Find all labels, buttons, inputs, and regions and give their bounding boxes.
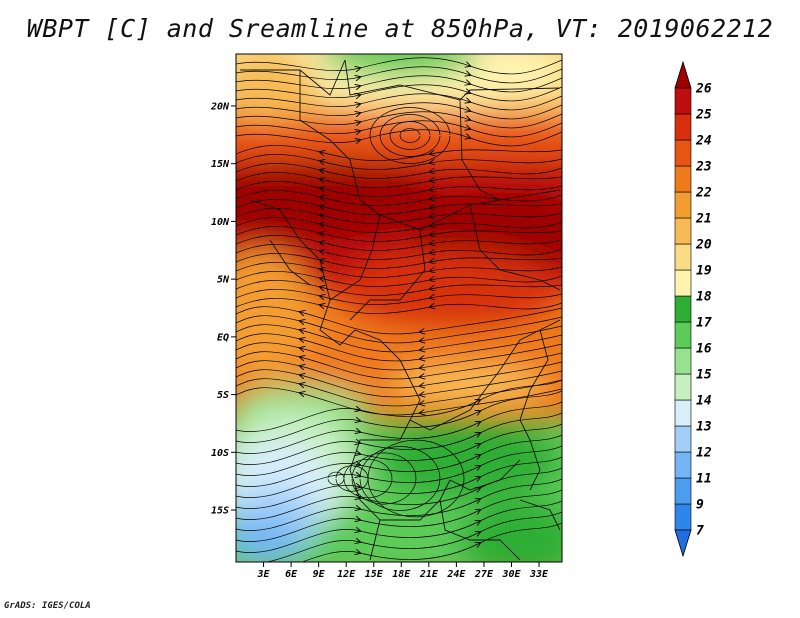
colorbar-swatch bbox=[674, 477, 692, 505]
streamline bbox=[236, 129, 562, 147]
colorbar-label: 22 bbox=[695, 186, 712, 201]
lat-tick-label: 5S bbox=[217, 390, 229, 401]
lat-tick-label: 5N bbox=[217, 275, 230, 286]
streamline bbox=[236, 84, 562, 102]
lon-tick-label: 33E bbox=[529, 569, 549, 580]
lon-tick-label: 6E bbox=[285, 569, 298, 580]
lon-tick-label: 21E bbox=[419, 569, 439, 580]
colorbar-swatch bbox=[674, 425, 692, 453]
lat-tick-label: 20N bbox=[210, 101, 230, 112]
streamline bbox=[335, 465, 369, 492]
lon-tick-label: 30E bbox=[501, 569, 521, 580]
lon-tick-label: 27E bbox=[474, 569, 494, 580]
colorbar-label: 16 bbox=[696, 342, 712, 357]
colorbar-swatch bbox=[674, 347, 692, 375]
colorbar-swatch bbox=[674, 191, 692, 219]
colorbar-label: 24 bbox=[695, 134, 712, 149]
streamline bbox=[399, 128, 421, 143]
colorbar-label: 25 bbox=[695, 108, 712, 123]
lon-tick-label: 24E bbox=[446, 569, 466, 580]
colorbar-label: 23 bbox=[695, 160, 712, 175]
streamline bbox=[359, 446, 441, 511]
colorbar-min-arrow bbox=[674, 529, 692, 558]
colorbar-label: 9 bbox=[696, 498, 704, 513]
lat-tick-label: EQ bbox=[217, 332, 229, 343]
longitude-axis: 3E 6E 9E 12E 15E 18E 21E 24E 27E 30E 33E bbox=[257, 562, 549, 580]
streamline bbox=[236, 102, 562, 120]
colorbar-label: 15 bbox=[696, 368, 712, 383]
lat-tick-label: 10S bbox=[211, 448, 229, 459]
colorbar-label: 19 bbox=[696, 264, 712, 279]
streamline bbox=[236, 111, 562, 129]
colorbar-label: 26 bbox=[695, 82, 712, 97]
streamline bbox=[343, 458, 393, 499]
colorbar-label: 18 bbox=[696, 290, 712, 305]
streamline bbox=[301, 522, 562, 562]
lon-tick-label: 12E bbox=[337, 569, 356, 580]
colorbar-swatch bbox=[674, 295, 692, 323]
streamline bbox=[367, 439, 465, 518]
colorbar-swatch bbox=[674, 243, 692, 271]
streamline bbox=[236, 66, 562, 84]
lon-tick-label: 15E bbox=[365, 569, 384, 580]
lon-tick-label: 3E bbox=[257, 569, 271, 580]
colorbar-label: 21 bbox=[695, 212, 712, 227]
lat-tick-label: 15N bbox=[211, 159, 230, 170]
colorbar-swatch bbox=[674, 399, 692, 427]
colorbar-swatch bbox=[674, 217, 692, 245]
colorbar-label: 13 bbox=[696, 420, 712, 435]
colorbar-label: 20 bbox=[695, 238, 712, 253]
colorbar-swatch bbox=[674, 269, 692, 297]
lon-tick-label: 9E bbox=[313, 569, 326, 580]
streamline bbox=[327, 471, 345, 486]
lat-tick-label: 15S bbox=[211, 506, 229, 517]
colorbar-label: 7 bbox=[696, 524, 704, 539]
colorbar-label: 14 bbox=[696, 394, 712, 409]
map-area bbox=[236, 54, 562, 562]
colorbar-max-arrow bbox=[674, 60, 692, 89]
colorbar-swatch bbox=[674, 503, 692, 531]
streamline bbox=[236, 75, 562, 93]
colorbar-swatch bbox=[674, 113, 692, 141]
colorbar-swatch bbox=[674, 373, 692, 401]
streamline bbox=[236, 57, 562, 75]
colorbar-swatch bbox=[674, 165, 692, 193]
streamline bbox=[389, 121, 431, 150]
colorbar-swatch bbox=[674, 321, 692, 349]
colorbar-swatch bbox=[674, 139, 692, 167]
colorbar-swatch bbox=[674, 87, 692, 115]
streamline bbox=[236, 93, 562, 111]
lat-tick-label: 10N bbox=[211, 217, 230, 228]
map-title: WBPT [C] and Sreamline at 850hPa, VT: 20… bbox=[26, 14, 774, 43]
credit-label: GrADS: IGES/COLA bbox=[4, 601, 91, 611]
lon-tick-label: 18E bbox=[392, 569, 411, 580]
colorbar-label: 11 bbox=[696, 472, 712, 487]
latitude-axis: 20N 15N 10N 5N EQ 5S 10S 15S bbox=[210, 101, 236, 517]
colorbar-swatch bbox=[674, 451, 692, 479]
colorbar-label: 12 bbox=[696, 446, 712, 461]
streamline bbox=[369, 107, 451, 164]
colorbar-legend: 7 9 11 12 13 14 15 16 17 18 19 20 21 22 23 24 25 26 bbox=[674, 60, 712, 558]
streamline bbox=[351, 452, 417, 505]
colorbar-label: 17 bbox=[696, 316, 712, 331]
